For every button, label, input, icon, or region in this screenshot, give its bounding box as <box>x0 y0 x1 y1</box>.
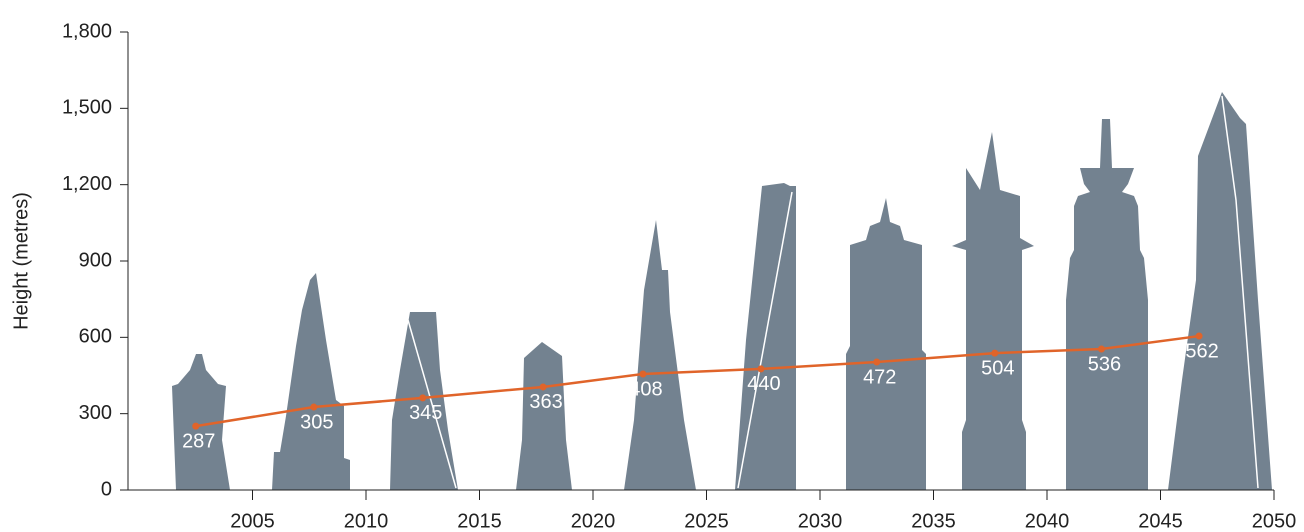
y-tick-label: 1,200 <box>62 173 112 195</box>
series-line <box>195 334 1200 428</box>
x-tick-label: 2005 <box>230 510 275 532</box>
x-tick-label: 2040 <box>1025 510 1070 532</box>
y-tick-label: 600 <box>79 326 112 348</box>
x-tick-label: 2010 <box>344 510 389 532</box>
annotation: 562 <box>1185 340 1218 362</box>
building-silhouettes <box>172 92 1272 490</box>
y-tick-label: 900 <box>79 249 112 271</box>
x-tick-label: 2050 <box>1252 510 1297 532</box>
x-tick-label: 2015 <box>457 510 502 532</box>
annotation: 536 <box>1088 353 1121 375</box>
annotation: 345 <box>409 402 442 424</box>
point <box>639 370 647 378</box>
annotation: 408 <box>629 378 662 400</box>
annotation: 287 <box>182 430 215 452</box>
x-tick-label: 2045 <box>1138 510 1183 532</box>
point <box>310 403 318 411</box>
x-tick-label: 2025 <box>684 510 729 532</box>
y-tick-label: 1,800 <box>62 20 112 42</box>
y-tick-label: 300 <box>79 402 112 424</box>
point <box>419 394 427 402</box>
point <box>192 422 200 430</box>
point <box>539 383 547 391</box>
point <box>991 349 999 357</box>
point <box>1195 332 1203 340</box>
annotation: 363 <box>529 391 562 413</box>
point <box>757 365 765 373</box>
point <box>873 358 881 366</box>
x-tick-label: 2035 <box>911 510 956 532</box>
x-tick-label: 2020 <box>571 510 616 532</box>
annotation: 305 <box>300 411 333 433</box>
point <box>1097 345 1105 353</box>
x-tick-label: 2030 <box>798 510 843 532</box>
annotation: 440 <box>747 373 780 395</box>
annotation: 472 <box>863 366 896 388</box>
y-axis-label: Height (metres) <box>10 192 32 330</box>
y-tick-label: 0 <box>101 478 112 500</box>
y-tick-label: 1,500 <box>62 97 112 119</box>
annotation: 504 <box>981 357 1014 379</box>
